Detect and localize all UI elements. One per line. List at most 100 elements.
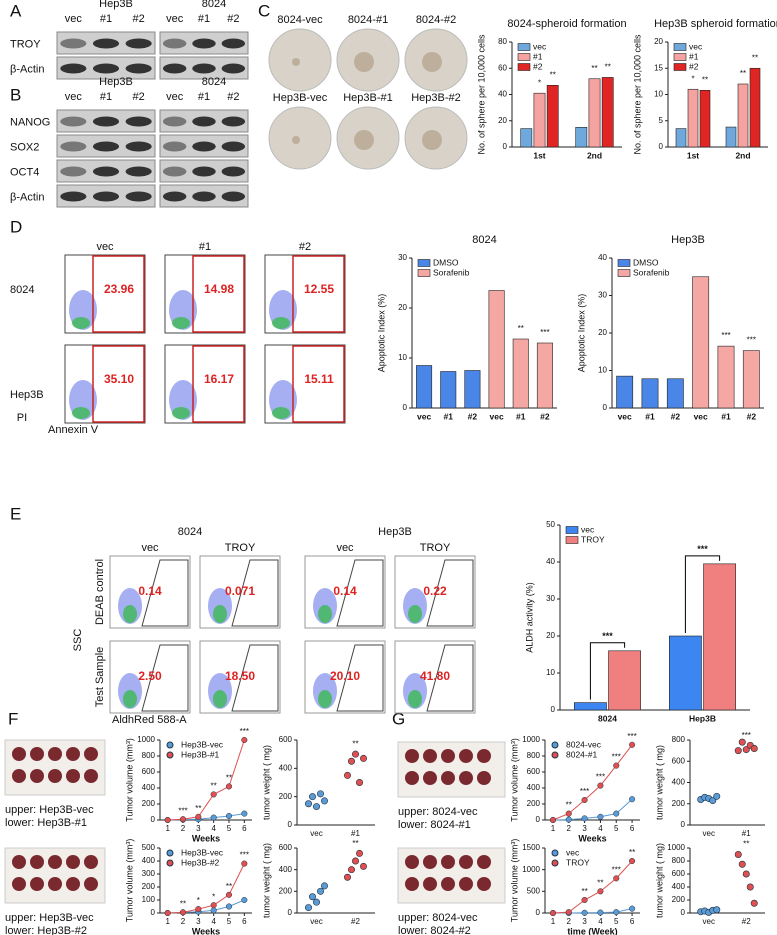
bracket (684, 555, 721, 633)
legend-swatch (166, 859, 174, 867)
flow-core (272, 317, 290, 329)
x-tick-label: 4 (211, 917, 216, 926)
legend-swatch (517, 53, 531, 61)
significance: *** (612, 753, 621, 762)
column-label: TROY (420, 542, 451, 554)
significance: *** (742, 731, 751, 740)
x-tick-label: 1 (165, 917, 170, 926)
y-axis-label: Tumor volume (mm³) (509, 839, 519, 923)
row-label: 8024 (10, 284, 34, 296)
point (210, 814, 217, 821)
significance: ** (702, 75, 708, 84)
point (210, 791, 217, 798)
group-label: Hep3B (378, 526, 412, 538)
caption: upper: Hep3B-vec (5, 804, 94, 816)
row-label: TROY (10, 38, 41, 50)
band (221, 38, 246, 49)
point (565, 816, 572, 823)
bar (692, 276, 710, 409)
significance: *** (178, 806, 187, 815)
tumor (405, 855, 419, 869)
flow-value: 0.071 (225, 584, 255, 598)
x-tick-label: vec (618, 411, 632, 421)
y-axis-label: Tumor volume (mm³) (124, 738, 134, 822)
legend-swatch (417, 269, 431, 277)
point (629, 796, 636, 803)
column-label: TROY (225, 542, 256, 554)
y-tick-label: 0 (536, 815, 541, 824)
point (629, 905, 636, 912)
significance: ** (629, 848, 635, 857)
lane-label: #1 (100, 91, 112, 103)
flow-value: 12.55 (304, 282, 334, 296)
significance: ** (591, 64, 597, 73)
significance: *** (240, 727, 249, 736)
row-label: DEAB control (94, 559, 106, 625)
y-tick-label: 600 (142, 767, 156, 776)
panel-label: C (258, 1, 270, 20)
band (192, 116, 216, 127)
axis-label: SSC (72, 629, 84, 652)
tumor (48, 877, 62, 891)
gate (231, 559, 279, 627)
point (351, 857, 359, 865)
axis-label: PI (17, 412, 27, 424)
y-tick-label: 200 (142, 799, 156, 808)
y-tick-label: 300 (142, 869, 156, 878)
caption: lower: 8024-#2 (398, 925, 471, 935)
y-tick-label: 30 (546, 594, 555, 603)
point (742, 746, 750, 754)
x-tick-label: vec (703, 917, 715, 926)
bar (416, 365, 433, 409)
point (549, 816, 556, 824)
y-tick-label: 10 (654, 90, 663, 99)
image-label: Hep3B-#1 (343, 92, 393, 104)
y-tick-label: 0 (151, 908, 156, 917)
x-tick-label: #1 (645, 411, 655, 421)
tumor (405, 749, 419, 763)
bar (687, 88, 699, 148)
band (192, 191, 216, 202)
band (221, 63, 246, 74)
column-label: #1 (199, 241, 211, 253)
bar (440, 371, 457, 409)
tumor (405, 877, 419, 891)
tumor (477, 771, 491, 785)
band (162, 191, 187, 202)
point (304, 904, 312, 912)
band (192, 38, 216, 49)
blot-group: Hep3B (99, 0, 133, 10)
bar (749, 67, 761, 148)
flow-core (213, 690, 227, 708)
x-tick-label: 5 (614, 824, 619, 833)
legend-swatch (517, 43, 531, 51)
significance: *** (612, 865, 621, 874)
point (241, 736, 248, 744)
gate (426, 644, 474, 712)
flow-value: 2.50 (138, 669, 162, 683)
sphere-well (268, 28, 332, 92)
x-tick-label: 6 (630, 824, 635, 833)
significance: *** (747, 336, 756, 345)
x-tick-label: 6 (242, 917, 247, 926)
tumor (423, 749, 437, 763)
panel-label: D (10, 217, 22, 236)
bar (737, 83, 749, 148)
tumor (441, 855, 455, 869)
significance: ** (597, 878, 603, 887)
legend-label: vec (689, 41, 703, 51)
legend-swatch (565, 526, 579, 534)
x-tick-label: 1 (551, 917, 556, 926)
y-tick-label: 600 (672, 869, 686, 878)
x-tick-label: 4 (211, 824, 216, 833)
band (60, 116, 87, 127)
image-label: 8024-vec (277, 14, 323, 26)
legend-swatch (166, 751, 174, 759)
point (597, 888, 604, 895)
band (60, 38, 87, 49)
flow-core (123, 690, 137, 708)
y-tick-label: 40 (498, 90, 507, 99)
point (164, 816, 171, 824)
y-tick-label: 400 (142, 783, 156, 792)
y-tick-label: 400 (672, 882, 686, 891)
